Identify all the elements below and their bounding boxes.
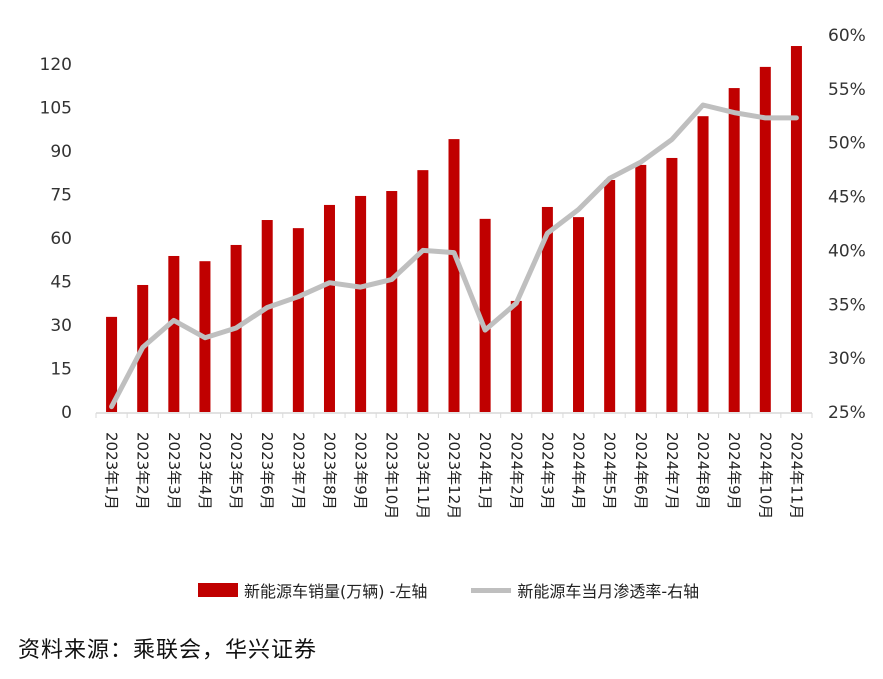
x-tick-label: 2023年8月 [321, 432, 339, 510]
x-tick-label: 2024年6月 [632, 432, 650, 510]
x-tick-label: 2024年7月 [663, 432, 681, 510]
x-tick-label: 2024年4月 [570, 432, 588, 510]
x-tick-label: 2024年1月 [476, 432, 494, 510]
x-tick-label: 2023年12月 [445, 432, 463, 519]
right-tick-label: 35% [828, 295, 866, 315]
x-tick-label: 2024年10月 [756, 432, 774, 519]
right-tick-label: 40% [828, 241, 866, 261]
left-tick-label: 45 [50, 273, 72, 293]
bar [323, 204, 335, 412]
x-tick-label: 2023年6月 [258, 432, 276, 510]
left-tick-label: 90 [50, 142, 72, 162]
x-tick-label: 2024年3月 [538, 432, 556, 510]
x-tick-label: 2023年10月 [383, 432, 401, 519]
bar [573, 217, 585, 412]
legend-penetration-label: 新能源车当月渗透率-右轴 [517, 582, 700, 601]
bar [168, 255, 180, 412]
bar [479, 218, 491, 412]
bar [417, 170, 429, 412]
x-tick-label: 2023年9月 [352, 432, 370, 510]
x-tick-label: 2023年5月 [227, 432, 245, 510]
x-tick-label: 2023年4月 [196, 432, 214, 510]
bar [697, 116, 709, 412]
bar [386, 191, 398, 412]
x-tick-label: 2023年1月 [103, 432, 121, 510]
bar [635, 164, 647, 412]
sales-bars [106, 46, 802, 413]
bar [790, 46, 802, 413]
left-tick-label: 15 [50, 360, 72, 380]
legend-item-penetration: 新能源车当月渗透率-右轴 [427, 578, 699, 602]
x-tick-label: 2024年5月 [601, 432, 619, 510]
legend: 新能源车销量(万辆) -左轴 新能源车当月渗透率-右轴 [198, 578, 699, 602]
x-tick-label: 2023年11月 [414, 432, 432, 519]
combo-chart: 0 15 30 45 60 75 90 105 120 25% 30% 35% 40% 45% 50% 55… [40, 26, 866, 519]
x-tick-label: 2024年8月 [694, 432, 712, 510]
x-tick-label: 2023年2月 [134, 432, 152, 510]
bar [604, 180, 616, 412]
bar [759, 66, 771, 413]
right-tick-label: 55% [828, 80, 866, 100]
left-tick-label: 60 [50, 229, 72, 249]
x-tick-label: 2024年2月 [507, 432, 525, 510]
right-tick-label: 60% [828, 26, 866, 46]
left-tick-label: 0 [61, 403, 72, 423]
bar [666, 157, 678, 412]
right-axis-ticks: 25% 30% 35% 40% 45% 50% 55% 60% [828, 26, 866, 423]
legend-item-sales: 新能源车销量(万辆) -左轴 [198, 578, 427, 602]
bar [448, 139, 460, 413]
right-tick-label: 25% [828, 403, 866, 423]
legend-line-swatch-icon [471, 587, 512, 593]
left-tick-label: 30 [50, 316, 72, 336]
bar [106, 316, 118, 412]
legend-bar-swatch-icon [198, 583, 238, 597]
x-tick-label: 2024年9月 [725, 432, 743, 510]
bar [510, 300, 522, 412]
right-tick-label: 30% [828, 349, 866, 369]
right-tick-label: 45% [828, 188, 866, 208]
right-tick-label: 50% [828, 134, 866, 154]
left-tick-label: 120 [40, 55, 72, 75]
left-tick-label: 75 [50, 186, 72, 206]
x-axis-labels: 2023年1月 2023年2月 2023年3月 2023年4月 2023年5月 2023年… [103, 432, 806, 519]
bar [292, 228, 304, 412]
left-tick-label: 105 [40, 99, 72, 119]
source-note: 资料来源：乘联会，华兴证券 [18, 638, 318, 663]
x-tick-label: 2023年7月 [289, 432, 307, 510]
x-tick-label: 2023年3月 [165, 432, 183, 510]
x-tick-label: 2024年11月 [787, 432, 805, 519]
bar [355, 195, 367, 412]
legend-sales-label: 新能源车销量(万辆) -左轴 [244, 582, 428, 601]
bar [541, 206, 553, 412]
x-axis [95, 412, 813, 418]
left-axis-ticks: 0 15 30 45 60 75 90 105 120 [40, 55, 72, 423]
bar [728, 88, 740, 412]
penetration-line [109, 102, 799, 410]
bar [261, 220, 273, 412]
